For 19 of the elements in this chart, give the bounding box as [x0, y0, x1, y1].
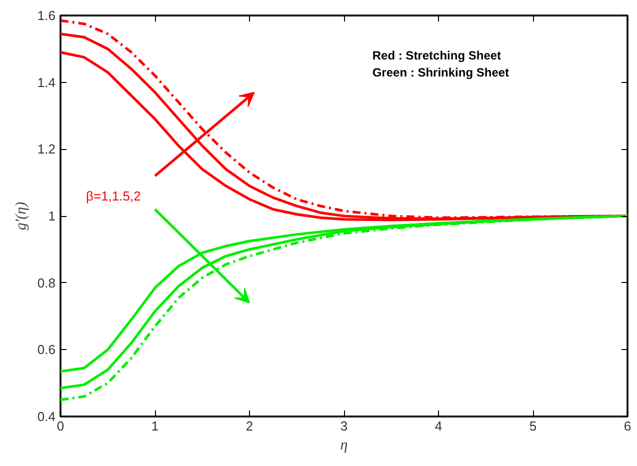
x-axis-title: η [340, 438, 348, 454]
x-tick-label: 0 [56, 418, 64, 434]
y-axis-title: g′(η) [13, 202, 30, 230]
x-tick-label: 1 [151, 418, 159, 434]
x-tick-label: 4 [434, 418, 442, 434]
annotation: Green : Shrinking Sheet [372, 65, 510, 80]
x-tick-label: 6 [624, 418, 632, 434]
x-tick-label: 5 [529, 418, 537, 434]
annotation: β=1,1.5,2 [86, 188, 141, 204]
x-tick-label: 2 [246, 418, 254, 434]
y-tick-label: 1.6 [37, 8, 56, 23]
y-tick-label: 1.4 [37, 74, 56, 90]
annotation: Red : Stretching Sheet [372, 48, 502, 63]
y-tick-label: 0.8 [37, 275, 56, 290]
x-tick-label: 3 [340, 418, 348, 434]
y-tick-label: 1.2 [37, 142, 56, 157]
y-tick-label: 1 [48, 208, 56, 224]
y-tick-label: 0.6 [37, 342, 56, 358]
y-tick-label: 0.4 [37, 409, 56, 424]
